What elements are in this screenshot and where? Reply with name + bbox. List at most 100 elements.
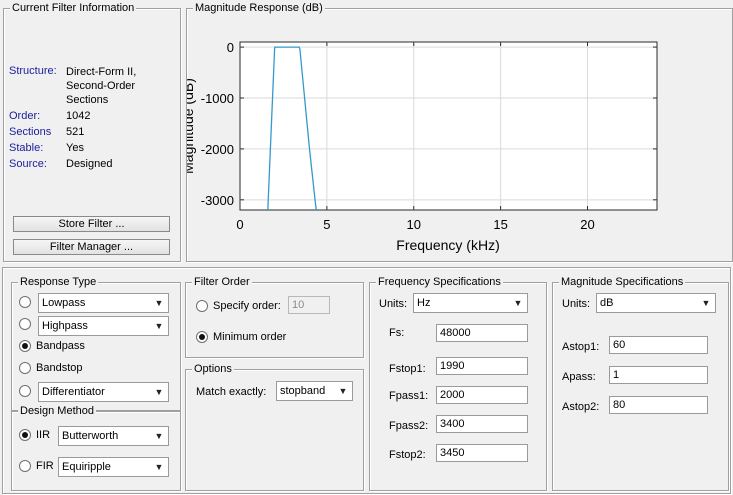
fpass1-input[interactable]: 2000 [436, 386, 528, 404]
freq-units-select[interactable]: Hz ▼ [413, 293, 528, 313]
chevron-down-icon: ▼ [338, 386, 348, 396]
apass-input[interactable]: 1 [609, 366, 708, 384]
chevron-down-icon: ▼ [154, 298, 164, 308]
x-tick-label: 20 [580, 217, 594, 232]
source-label: Source: [9, 158, 47, 170]
y-axis-label: Magnitude (dB) [187, 78, 196, 174]
astop1-label: Astop1: [562, 341, 600, 353]
order-value: 1042 [66, 110, 91, 122]
sections-label: Sections [9, 126, 52, 138]
iir-method-value: Butterworth [62, 430, 119, 442]
x-axis-label: Frequency (kHz) [396, 237, 499, 253]
iir-radio[interactable] [19, 429, 31, 441]
frequency-specs-title: Frequency Specifications [376, 276, 503, 289]
apass-label: Apass: [562, 371, 596, 383]
iir-label[interactable]: IIR [36, 429, 51, 441]
mag-units-label: Units: [562, 298, 591, 310]
match-exactly-label: Match exactly: [196, 386, 267, 398]
options-group: Options [185, 363, 364, 491]
lowpass-select-value: Lowpass [42, 297, 86, 309]
fir-method-value: Equiripple [62, 461, 111, 473]
lowpass-select[interactable]: Lowpass ▼ [38, 293, 169, 313]
plot-area [239, 41, 658, 211]
structure-value: Direct-Form II, Second-Order Sections [66, 66, 137, 106]
match-exactly-select[interactable]: stopband ▼ [276, 381, 353, 401]
bandpass-label[interactable]: Bandpass [36, 340, 85, 352]
x-tick-label: 0 [236, 217, 243, 232]
filter-order-title: Filter Order [192, 276, 252, 289]
mag-units-value: dB [600, 297, 614, 309]
fstop1-input[interactable]: 1990 [436, 357, 528, 375]
fir-method-select[interactable]: Equiripple ▼ [58, 457, 169, 477]
fir-label[interactable]: FIR [36, 460, 54, 472]
frequency-specs-group: Frequency Specifications [369, 276, 547, 491]
fstop2-input[interactable]: 3450 [436, 444, 528, 462]
highpass-radio[interactable] [19, 318, 31, 330]
filter-order-group: Filter Order [185, 276, 364, 358]
astop1-input[interactable]: 60 [609, 336, 708, 354]
y-tick-label: -3000 [201, 193, 234, 208]
lowpass-radio[interactable] [19, 296, 31, 308]
astop2-input[interactable]: 80 [609, 396, 708, 414]
x-tick-label: 10 [407, 217, 421, 232]
magnitude-specs-group: Magnitude Specifications [552, 276, 729, 491]
chevron-down-icon: ▼ [154, 321, 164, 331]
stable-value: Yes [66, 142, 84, 154]
design-method-title: Design Method [18, 405, 96, 418]
freq-units-value: Hz [417, 297, 431, 309]
fs-label: Fs: [389, 327, 405, 339]
response-type-group: Response Type [11, 276, 181, 411]
current-filter-info-panel: Current Filter Information [3, 2, 181, 262]
magnitude-response-title: Magnitude Response (dB) [193, 2, 325, 15]
fstop2-label: Fstop2: [389, 449, 426, 461]
fir-radio[interactable] [19, 460, 31, 472]
stable-label: Stable: [9, 142, 44, 154]
bandpass-radio[interactable] [19, 340, 31, 352]
mag-units-select[interactable]: dB ▼ [596, 293, 716, 313]
y-tick-label: -1000 [201, 91, 234, 106]
y-tick-label: 0 [227, 40, 234, 55]
match-exactly-value: stopband [280, 385, 326, 397]
specify-order-input[interactable]: 10 [288, 296, 330, 314]
options-title: Options [192, 363, 234, 376]
highpass-select-value: Highpass [42, 320, 88, 332]
chevron-down-icon: ▼ [701, 298, 711, 308]
x-tick-label: 5 [323, 217, 330, 232]
specify-order-radio[interactable] [196, 300, 208, 312]
freq-units-label: Units: [379, 298, 408, 310]
fpass2-input[interactable]: 3400 [436, 415, 528, 433]
differentiator-radio[interactable] [19, 385, 31, 397]
astop2-label: Astop2: [562, 401, 600, 413]
bandstop-radio[interactable] [19, 362, 31, 374]
fpass2-label: Fpass2: [389, 420, 429, 432]
structure-label: Structure: [9, 65, 57, 77]
minimum-order-radio[interactable] [196, 331, 208, 343]
order-label: Order: [9, 110, 41, 122]
current-filter-info-title: Current Filter Information [10, 2, 137, 15]
fstop1-label: Fstop1: [389, 363, 426, 375]
chevron-down-icon: ▼ [513, 298, 523, 308]
chevron-down-icon: ▼ [154, 387, 164, 397]
minimum-order-label[interactable]: Minimum order [213, 331, 287, 343]
response-type-title: Response Type [18, 276, 99, 289]
magnitude-specs-title: Magnitude Specifications [559, 276, 686, 289]
source-value: Designed [66, 158, 113, 170]
fs-input[interactable]: 48000 [436, 324, 528, 342]
bandstop-label[interactable]: Bandstop [36, 362, 83, 374]
filter-manager-button[interactable]: Filter Manager ... [13, 239, 170, 255]
design-method-group: Design Method [11, 405, 181, 491]
fpass1-label: Fpass1: [389, 390, 429, 402]
iir-method-select[interactable]: Butterworth ▼ [58, 426, 169, 446]
magnitude-response-chart: 0 5 10 15 20 0 -1000 -2000 -3000 Frequency (kHz… [187, 40, 658, 253]
highpass-select[interactable]: Highpass ▼ [38, 316, 169, 336]
response-line [267, 46, 318, 211]
chevron-down-icon: ▼ [154, 462, 164, 472]
differentiator-select-value: Differentiator [42, 386, 105, 398]
x-tick-label: 15 [493, 217, 507, 232]
design-panel [2, 267, 731, 494]
specify-order-label[interactable]: Specify order: [213, 300, 281, 312]
chevron-down-icon: ▼ [154, 431, 164, 441]
y-tick-label: -2000 [201, 142, 234, 157]
store-filter-button[interactable]: Store Filter ... [13, 216, 170, 232]
differentiator-select[interactable]: Differentiator ▼ [38, 382, 169, 402]
